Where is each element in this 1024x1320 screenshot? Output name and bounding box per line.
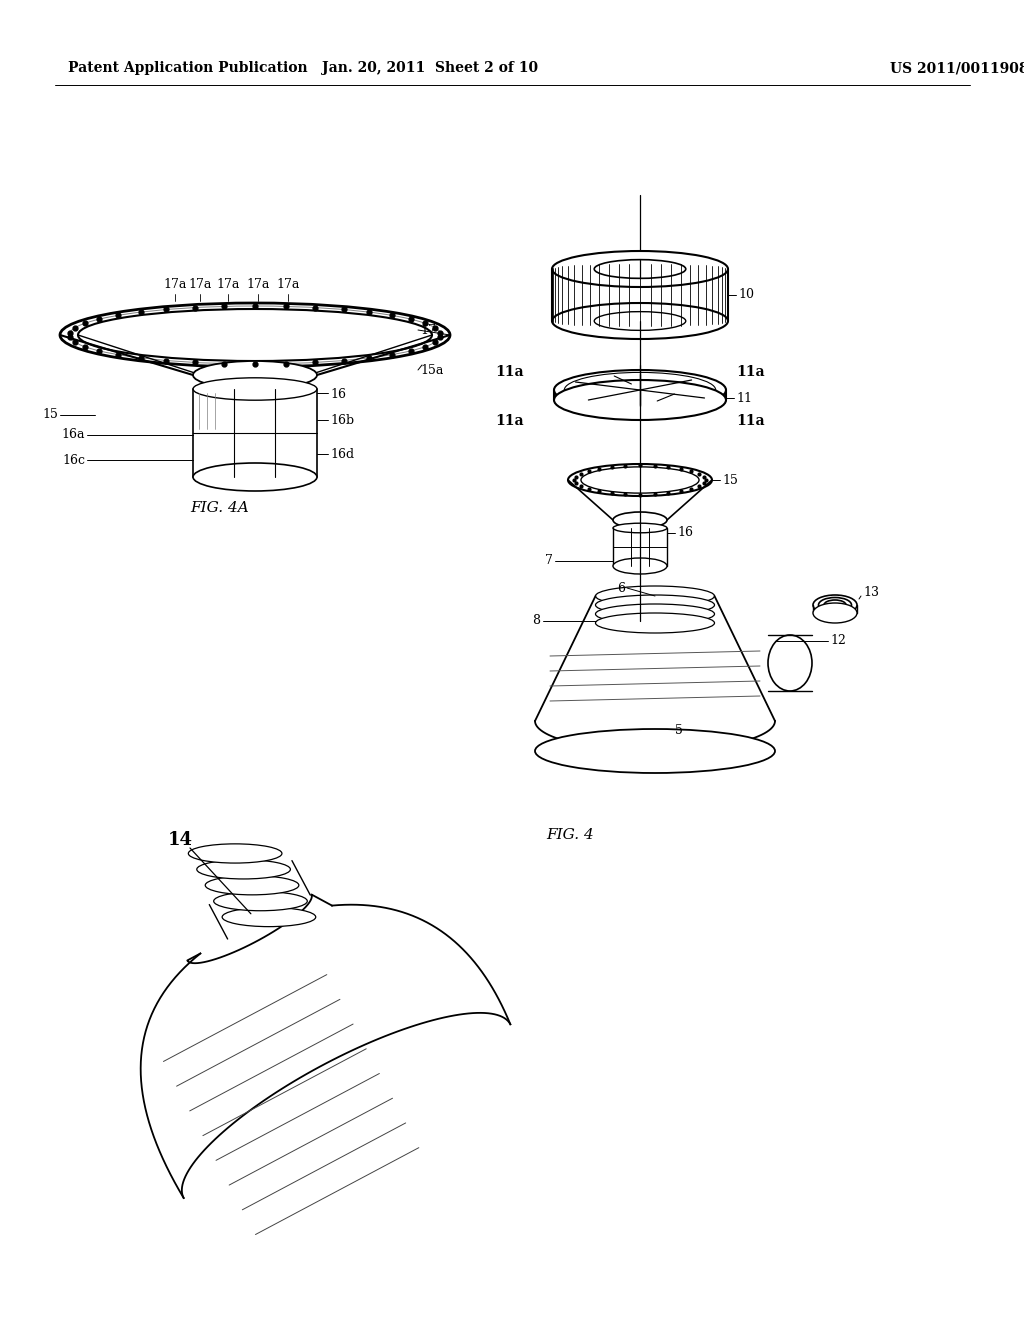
Text: 12: 12 bbox=[830, 635, 846, 648]
Ellipse shape bbox=[568, 465, 712, 496]
Text: 11a: 11a bbox=[496, 366, 524, 379]
Ellipse shape bbox=[818, 598, 852, 612]
Ellipse shape bbox=[613, 512, 667, 528]
Ellipse shape bbox=[596, 605, 715, 624]
Text: 11: 11 bbox=[736, 392, 752, 404]
Ellipse shape bbox=[554, 380, 726, 420]
Text: 17a: 17a bbox=[247, 279, 269, 292]
Text: US 2011/0011908 A1: US 2011/0011908 A1 bbox=[890, 61, 1024, 75]
Text: 16d: 16d bbox=[330, 449, 354, 462]
Ellipse shape bbox=[60, 304, 450, 367]
Text: FIG. 4: FIG. 4 bbox=[546, 828, 594, 842]
Ellipse shape bbox=[594, 260, 686, 279]
Text: 16: 16 bbox=[330, 388, 346, 401]
Ellipse shape bbox=[581, 467, 699, 494]
Ellipse shape bbox=[813, 595, 857, 615]
Ellipse shape bbox=[552, 304, 728, 339]
Text: 15a: 15a bbox=[420, 363, 443, 376]
Ellipse shape bbox=[596, 595, 715, 615]
Text: 15: 15 bbox=[42, 408, 58, 421]
Ellipse shape bbox=[197, 859, 291, 879]
Text: Patent Application Publication: Patent Application Publication bbox=[68, 61, 307, 75]
Text: 16: 16 bbox=[677, 527, 693, 540]
Text: 11a: 11a bbox=[736, 366, 765, 379]
Text: 16a: 16a bbox=[61, 429, 85, 441]
Text: 16c: 16c bbox=[62, 454, 85, 466]
Text: 10: 10 bbox=[738, 289, 754, 301]
Text: 8: 8 bbox=[532, 615, 541, 627]
Ellipse shape bbox=[613, 523, 667, 533]
Text: 15: 15 bbox=[722, 474, 738, 487]
Text: 11a: 11a bbox=[496, 414, 524, 428]
Ellipse shape bbox=[78, 309, 432, 360]
Ellipse shape bbox=[193, 378, 317, 400]
Text: Jan. 20, 2011  Sheet 2 of 10: Jan. 20, 2011 Sheet 2 of 10 bbox=[322, 61, 538, 75]
Text: 11a: 11a bbox=[736, 414, 765, 428]
Text: 16b: 16b bbox=[330, 413, 354, 426]
Ellipse shape bbox=[813, 603, 857, 623]
Text: 5: 5 bbox=[675, 725, 683, 738]
Text: 17: 17 bbox=[420, 323, 436, 337]
Text: FIG. 4A: FIG. 4A bbox=[190, 502, 250, 515]
Ellipse shape bbox=[596, 612, 715, 634]
Ellipse shape bbox=[193, 360, 317, 389]
Ellipse shape bbox=[222, 907, 315, 927]
Text: 6: 6 bbox=[617, 582, 625, 594]
Ellipse shape bbox=[554, 370, 726, 411]
Text: 13: 13 bbox=[863, 586, 879, 599]
Text: 17a: 17a bbox=[276, 279, 300, 292]
Ellipse shape bbox=[535, 729, 775, 774]
Text: 17a: 17a bbox=[188, 279, 212, 292]
Text: 14: 14 bbox=[168, 832, 193, 849]
Ellipse shape bbox=[824, 601, 846, 610]
Ellipse shape bbox=[205, 875, 299, 895]
Ellipse shape bbox=[552, 251, 728, 286]
Ellipse shape bbox=[768, 635, 812, 690]
Ellipse shape bbox=[594, 312, 686, 330]
Text: 17a: 17a bbox=[163, 279, 186, 292]
Text: 7: 7 bbox=[545, 554, 553, 568]
Text: 17a: 17a bbox=[216, 279, 240, 292]
Ellipse shape bbox=[214, 891, 307, 911]
Ellipse shape bbox=[188, 843, 282, 863]
Ellipse shape bbox=[193, 463, 317, 491]
Ellipse shape bbox=[596, 586, 715, 606]
Ellipse shape bbox=[613, 558, 667, 574]
